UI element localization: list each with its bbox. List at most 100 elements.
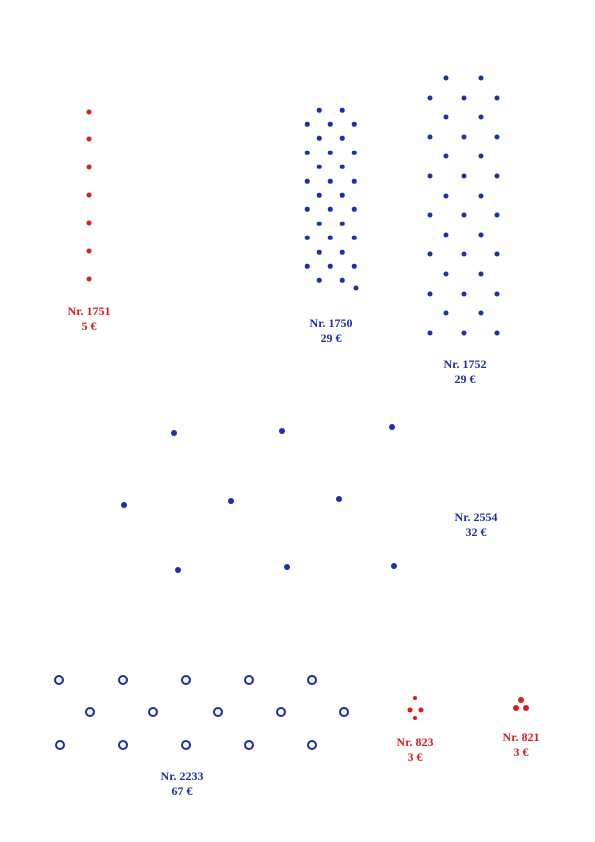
pattern-dot <box>443 271 449 277</box>
pattern-dot <box>304 263 310 269</box>
pattern-dot <box>339 164 345 170</box>
pattern-dot <box>351 235 357 241</box>
pattern-dot <box>279 428 285 434</box>
pattern-dot <box>327 263 333 269</box>
item-price: 3 € <box>407 750 423 764</box>
item-number: Nr. 2233 <box>160 769 204 783</box>
pattern-dot <box>427 173 433 179</box>
pattern-dot <box>336 496 342 502</box>
item-number: Nr. 821 <box>502 730 540 744</box>
pattern-ring <box>307 675 317 685</box>
pattern-dot <box>389 424 395 430</box>
pattern-dot <box>427 212 433 218</box>
pattern-dot <box>443 193 449 199</box>
pattern-ring <box>244 675 254 685</box>
pattern-dot <box>339 192 345 198</box>
pattern-dot <box>478 193 484 199</box>
pattern-dot <box>443 232 449 238</box>
pattern-dot <box>418 707 424 713</box>
pattern-dot <box>478 271 484 277</box>
pattern-dot <box>494 134 500 140</box>
pattern-dot <box>443 153 449 159</box>
pattern-ring <box>307 740 317 750</box>
pattern-ring <box>54 675 64 685</box>
pattern-dot <box>461 291 467 297</box>
item-price: 29 € <box>320 331 342 345</box>
pattern-dot <box>228 498 234 504</box>
pattern-dot <box>86 136 92 142</box>
item-price: 67 € <box>171 784 193 798</box>
pattern-dot <box>413 696 417 700</box>
pattern-dot <box>413 716 417 720</box>
pattern-dot <box>461 173 467 179</box>
pattern-ring <box>118 740 128 750</box>
item-number: Nr. 2554 <box>454 510 498 524</box>
pattern-dot <box>284 564 290 570</box>
pattern-dot <box>427 95 433 101</box>
pattern-dot <box>478 114 484 120</box>
pattern-dot <box>494 173 500 179</box>
pattern-dot <box>494 212 500 218</box>
pattern-dot <box>461 212 467 218</box>
pattern-dot <box>316 278 322 283</box>
item-label-1751: Nr. 1751 5 € <box>68 304 111 334</box>
pattern-dot <box>351 178 357 184</box>
item-price: 32 € <box>465 525 487 539</box>
pattern-dot <box>494 330 500 336</box>
pattern-dot <box>427 134 433 140</box>
pattern-dot <box>523 705 529 711</box>
pattern-dot <box>316 192 322 198</box>
pattern-dot <box>443 114 449 120</box>
pattern-ring <box>339 707 349 717</box>
pattern-ring <box>213 707 223 717</box>
pattern-dot <box>339 249 345 255</box>
pattern-dot <box>175 567 181 573</box>
pattern-dot <box>316 107 322 113</box>
pattern-dot <box>304 207 310 212</box>
pattern-ring <box>276 707 286 717</box>
pattern-dot <box>316 249 322 255</box>
item-price: 29 € <box>454 372 476 386</box>
item-number: Nr. 823 <box>396 735 434 749</box>
pattern-dot <box>86 164 92 170</box>
pattern-dot <box>86 248 92 254</box>
pattern-ring <box>148 707 158 717</box>
pattern-dot <box>461 330 467 336</box>
pattern-dot <box>304 150 310 155</box>
pattern-dot <box>494 95 500 101</box>
pattern-dot <box>461 251 467 257</box>
pattern-dot <box>171 430 177 436</box>
pattern-dot <box>478 310 484 316</box>
pattern-dot <box>121 502 127 508</box>
pattern-dot <box>86 220 92 226</box>
pattern-dot <box>461 95 467 101</box>
pattern-ring <box>85 707 95 717</box>
pattern-dot <box>304 178 310 184</box>
item-number: Nr. 1751 <box>67 304 111 318</box>
pattern-dot <box>443 310 449 316</box>
pattern-dot <box>461 134 467 140</box>
pattern-dot <box>518 697 524 703</box>
pattern-dot <box>327 235 333 241</box>
pattern-dot <box>304 121 310 127</box>
pattern-dot <box>327 178 333 184</box>
pattern-ring <box>181 675 191 685</box>
item-label-2233: Nr. 2233 67 € <box>161 769 204 799</box>
pattern-dot <box>86 109 92 115</box>
pattern-dot <box>339 278 345 283</box>
pattern-dot <box>427 330 433 336</box>
pattern-dot <box>339 221 345 226</box>
pattern-dot <box>427 251 433 257</box>
pattern-dot <box>351 207 357 212</box>
pattern-dot <box>478 232 484 238</box>
pattern-dot <box>327 150 333 155</box>
item-price: 3 € <box>513 745 529 759</box>
pattern-dot <box>327 121 333 127</box>
pattern-dot <box>353 285 359 291</box>
